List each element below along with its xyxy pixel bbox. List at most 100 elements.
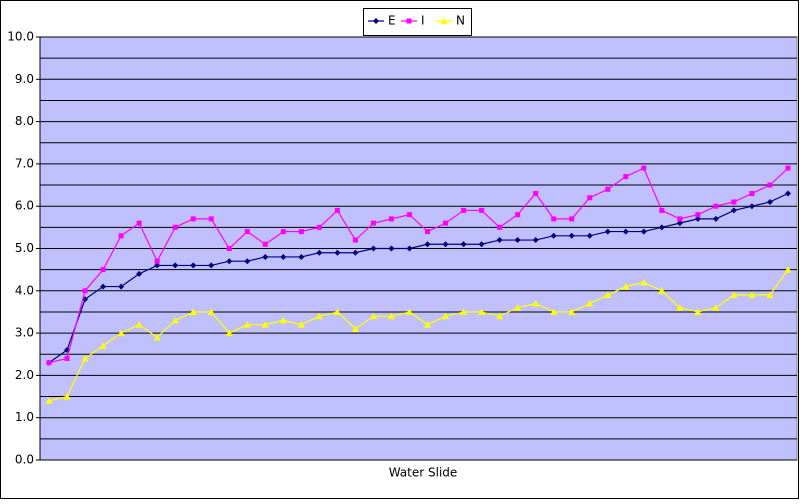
marker [515,212,521,218]
marker [64,355,70,361]
marker [406,212,412,218]
marker [695,212,701,218]
marker [154,262,161,269]
marker [208,262,215,269]
marker [604,228,611,235]
marker [172,224,178,230]
marker [45,397,53,404]
marker [479,207,485,213]
marker [81,354,89,362]
marker [748,291,756,299]
marker [658,287,666,294]
marker [388,245,395,252]
marker [550,232,557,239]
marker [100,267,106,273]
marker [207,308,215,315]
legend-label: E [388,14,396,28]
marker [244,258,251,265]
marker [46,360,52,366]
marker [298,253,305,260]
marker [623,174,629,180]
marker [153,333,161,341]
marker [244,229,250,235]
marker [298,229,304,235]
marker [784,266,792,273]
marker [785,165,791,171]
y-tick-label: 8.0 [15,114,34,128]
marker [730,291,738,299]
marker [190,262,197,269]
y-tick-label: 7.0 [15,156,34,170]
marker [460,308,468,315]
marker [315,312,323,320]
marker [694,308,702,315]
marker [532,299,540,307]
marker [226,258,233,265]
series-line [48,192,789,364]
marker [568,308,576,315]
marker [171,316,179,324]
marker [225,329,233,337]
marker [622,283,630,290]
marker [551,216,557,222]
y-tick-label: 10.0 [7,30,34,44]
marker [405,308,413,315]
marker [443,220,449,226]
marker [730,207,737,214]
marker [387,312,395,320]
marker [533,191,539,197]
series [46,165,791,366]
marker [532,237,539,244]
marker [370,245,377,252]
marker [333,308,341,315]
marker [424,241,431,248]
marker [731,199,737,205]
marker [622,228,629,235]
y-tick-label: 3.0 [15,326,34,340]
marker [461,207,467,213]
marker [243,321,251,328]
marker [460,241,467,248]
marker [280,253,287,260]
series [46,190,791,366]
marker [586,299,594,307]
marker [117,329,125,337]
marker [604,291,612,299]
marker [713,203,719,209]
marker [712,215,719,222]
marker [425,229,431,235]
y-tick-label: 5.0 [15,241,34,255]
marker [659,207,665,213]
marker [496,237,503,244]
series [45,266,792,404]
marker [352,237,358,243]
marker [550,308,558,315]
marker [370,220,376,226]
marker [334,249,341,256]
marker [190,216,196,222]
marker [118,283,125,290]
marker [208,216,214,222]
y-tick-label: 6.0 [15,199,34,213]
marker [135,321,143,328]
marker [136,220,142,226]
marker [640,228,647,235]
marker [658,224,665,231]
legend-label: I [421,14,425,28]
marker [694,215,701,222]
marker [424,321,432,328]
marker [261,321,269,328]
x-axis-title: Water Slide [389,466,458,480]
marker [442,241,449,248]
marker [676,304,684,311]
marker [676,220,683,227]
y-tick-label: 0.0 [15,453,34,467]
marker [334,207,340,213]
marker [641,165,647,171]
marker [766,291,774,299]
marker [406,245,413,252]
marker [605,186,611,192]
marker [406,18,412,24]
